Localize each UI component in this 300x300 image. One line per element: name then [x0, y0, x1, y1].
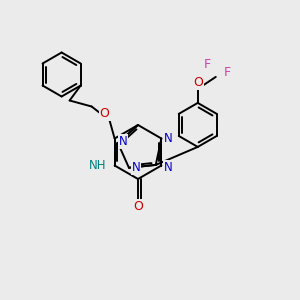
Text: N: N — [131, 161, 140, 174]
Text: NH: NH — [89, 159, 106, 172]
Text: O: O — [193, 76, 203, 89]
Text: N: N — [164, 161, 173, 174]
Text: O: O — [100, 107, 110, 120]
Text: F: F — [204, 58, 211, 71]
Text: F: F — [224, 66, 231, 80]
Text: O: O — [133, 200, 143, 212]
Text: N: N — [164, 132, 173, 145]
Text: N: N — [118, 135, 127, 148]
